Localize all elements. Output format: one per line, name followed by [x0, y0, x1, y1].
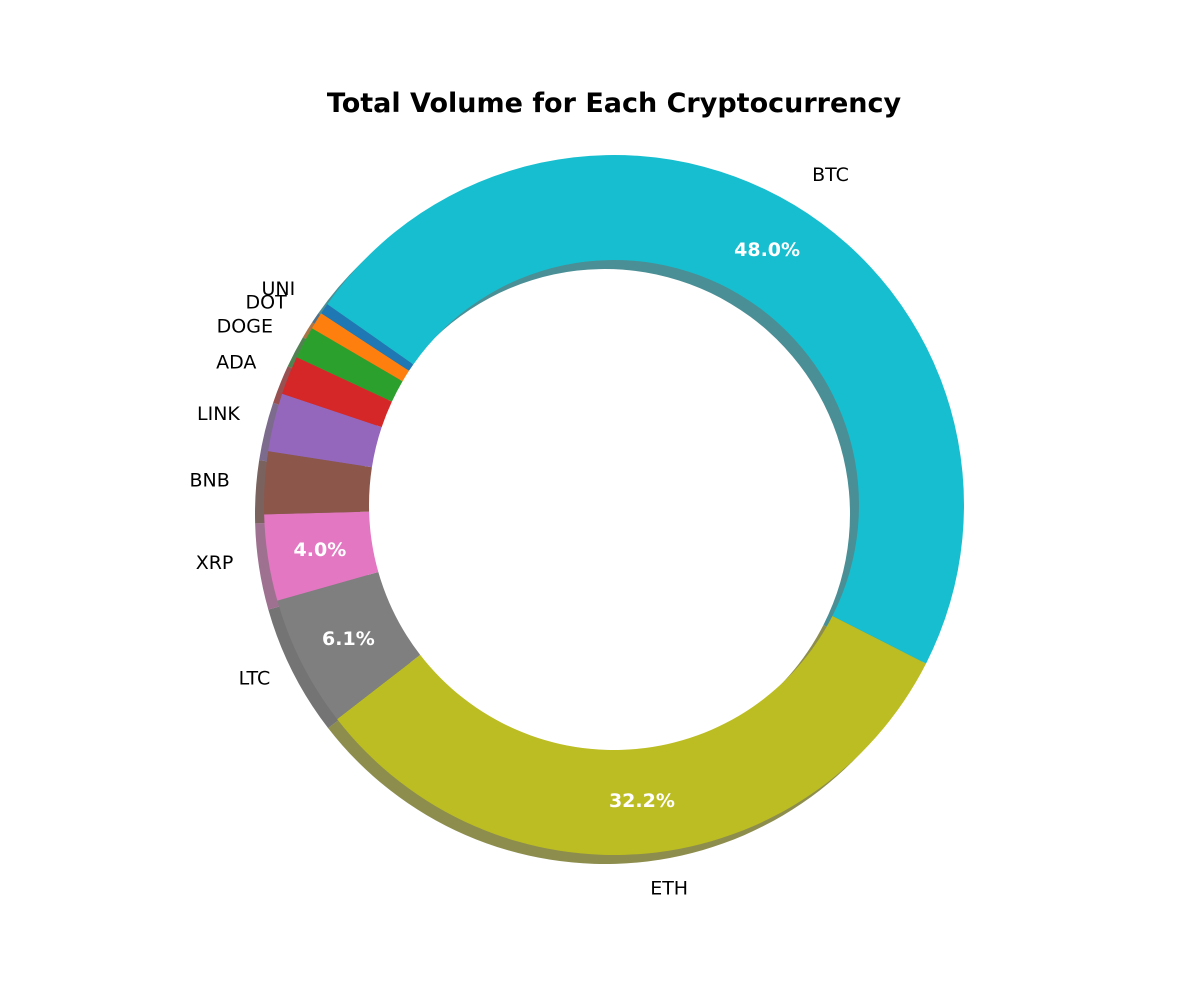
percent-label-btc: 48.0% — [734, 239, 800, 261]
slice-label-btc: BTC — [812, 164, 849, 186]
slice-eth — [337, 616, 926, 855]
slice-label-link: LINK — [197, 403, 240, 425]
slice-label-ltc: LTC — [239, 668, 271, 690]
slice-label-bnb: BNB — [190, 469, 230, 491]
slice-btc — [327, 155, 964, 664]
slice-label-xrp: XRP — [196, 552, 234, 574]
chart-title: Total Volume for Each Cryptocurrency — [327, 88, 902, 119]
slice-label-eth: ETH — [650, 877, 688, 899]
slice-label-doge: DOGE — [217, 315, 273, 337]
percent-label-xrp: 4.0% — [294, 539, 347, 561]
slice-label-ada: ADA — [216, 351, 256, 373]
slice-label-uni: UNI — [261, 278, 295, 300]
percent-label-eth: 32.2% — [609, 790, 675, 812]
percent-label-ltc: 6.1% — [322, 628, 375, 650]
